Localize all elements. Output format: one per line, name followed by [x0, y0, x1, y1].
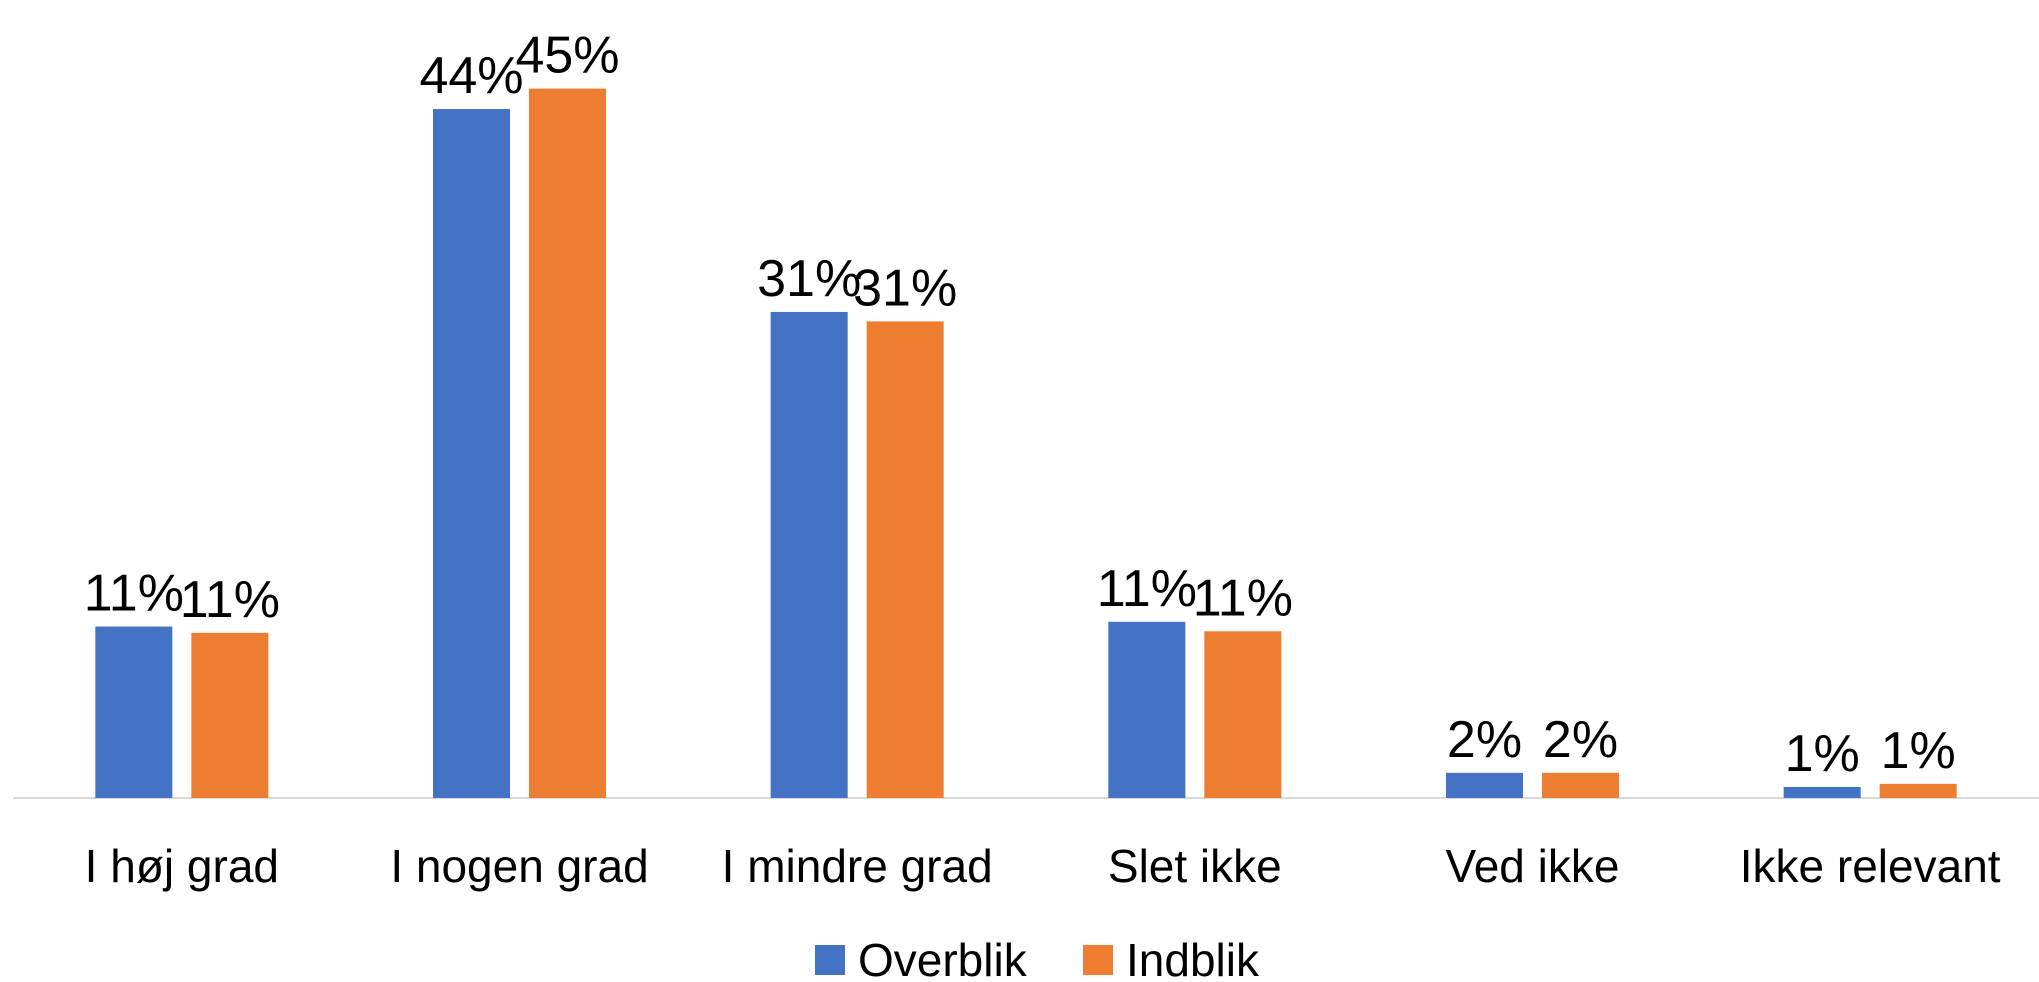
- value-label: 2%: [1447, 711, 1522, 769]
- x-tick-label: I nogen grad: [390, 840, 648, 892]
- value-label: 31%: [853, 259, 957, 317]
- bar: [770, 311, 848, 798]
- legend-label: Overblik: [858, 934, 1028, 982]
- value-label: 1%: [1785, 725, 1860, 783]
- value-label: 11%: [1193, 569, 1293, 627]
- legend-label: Indblik: [1126, 934, 1260, 982]
- value-label: 31%: [757, 250, 861, 308]
- bar: [191, 632, 269, 798]
- bar: [866, 321, 944, 798]
- bar: [1446, 772, 1523, 798]
- value-label: 11%: [1097, 560, 1197, 618]
- x-tick-label: I mindre grad: [722, 840, 993, 892]
- value-label: 1%: [1881, 722, 1956, 780]
- value-label: 45%: [515, 27, 619, 85]
- legend-swatch: [815, 945, 845, 975]
- bar: [1204, 631, 1282, 798]
- bar: [1879, 783, 1957, 798]
- x-tick-label: I høj grad: [85, 840, 279, 892]
- value-label: 11%: [180, 571, 280, 629]
- bar: [1783, 786, 1861, 798]
- value-label: 2%: [1543, 711, 1618, 769]
- legend-swatch: [1083, 945, 1113, 975]
- bar: [529, 88, 606, 798]
- bar: [433, 109, 510, 798]
- bar: [95, 626, 173, 798]
- bar: [1542, 772, 1619, 798]
- x-tick-label: Ved ikke: [1446, 840, 1620, 892]
- value-label: 44%: [419, 47, 523, 105]
- x-tick-label: Slet ikke: [1108, 840, 1282, 892]
- x-tick-label: Ikke relevant: [1740, 840, 2001, 892]
- bar: [1108, 621, 1186, 798]
- value-label: 11%: [84, 565, 184, 623]
